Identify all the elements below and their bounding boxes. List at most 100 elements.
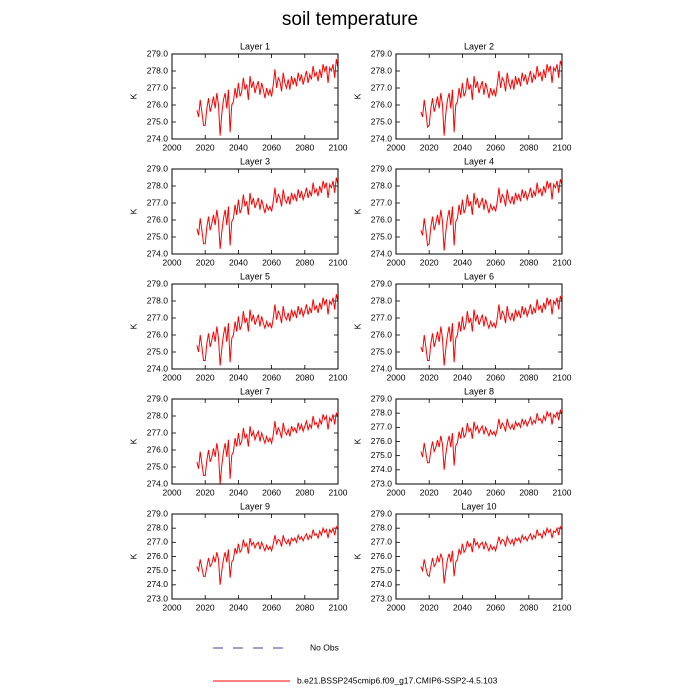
y-axis-label: K	[352, 323, 362, 329]
data-line	[420, 408, 563, 470]
y-tick-label: 277.0	[371, 197, 393, 207]
x-tick-label: 2040	[453, 257, 472, 267]
y-tick-label: 275.0	[371, 231, 393, 241]
panel-title: Layer 2	[464, 41, 494, 51]
x-tick-label: 2040	[229, 602, 248, 612]
y-tick-label: 276.0	[147, 551, 169, 561]
y-tick-label: 278.0	[147, 295, 169, 305]
y-tick-label: 278.0	[371, 65, 393, 75]
y-tick-label: 279.0	[371, 393, 393, 403]
y-tick-label: 276.0	[371, 214, 393, 224]
y-tick-label: 274.0	[147, 579, 169, 589]
x-tick-label: 2000	[163, 602, 182, 612]
x-tick-label: 2100	[553, 257, 572, 267]
y-tick-label: 277.0	[147, 82, 169, 92]
x-tick-label: 2060	[262, 257, 281, 267]
y-tick-label: 276.0	[371, 436, 393, 446]
plot-frame	[395, 168, 563, 255]
y-tick-label: 278.0	[371, 522, 393, 532]
legend-label: No Obs	[310, 642, 339, 652]
x-tick-label: 2020	[196, 372, 215, 382]
y-tick-label: 278.0	[371, 295, 393, 305]
y-tick-label: 275.0	[371, 116, 393, 126]
y-tick-label: 274.0	[147, 133, 169, 143]
y-tick-label: 279.0	[371, 508, 393, 518]
y-tick-label: 279.0	[147, 508, 169, 518]
x-tick-label: 2040	[453, 372, 472, 382]
x-tick-label: 2080	[519, 257, 538, 267]
plot-frame	[171, 53, 339, 140]
x-tick-label: 2000	[163, 257, 182, 267]
y-axis-label: K	[352, 93, 362, 99]
x-tick-label: 2000	[387, 372, 406, 382]
x-tick-label: 2060	[486, 602, 505, 612]
x-tick-label: 2100	[553, 602, 572, 612]
plot-frame	[171, 168, 339, 255]
x-tick-label: 2060	[262, 372, 281, 382]
y-tick-label: 273.0	[371, 593, 393, 603]
data-line	[196, 294, 339, 366]
y-tick-label: 274.0	[371, 363, 393, 373]
y-tick-label: 279.0	[371, 48, 393, 58]
y-tick-label: 273.0	[147, 593, 169, 603]
x-tick-label: 2100	[553, 372, 572, 382]
y-axis-label: K	[128, 208, 138, 214]
y-tick-label: 275.0	[147, 231, 169, 241]
plot-frame	[395, 398, 563, 485]
panel-title: Layer 6	[464, 271, 494, 281]
y-axis-label: K	[352, 553, 362, 559]
y-tick-label: 278.0	[147, 410, 169, 420]
x-tick-label: 2100	[329, 602, 348, 612]
data-line	[196, 525, 339, 585]
plot-frame	[171, 513, 339, 600]
x-tick-label: 2020	[196, 602, 215, 612]
x-tick-label: 2080	[519, 487, 538, 497]
plot-frame	[395, 53, 563, 140]
panel-title: Layer 1	[240, 41, 270, 51]
y-tick-label: 277.0	[147, 427, 169, 437]
x-tick-label: 2020	[196, 257, 215, 267]
y-tick-label: 279.0	[371, 163, 393, 173]
plot-frame	[171, 283, 339, 370]
y-tick-label: 274.0	[371, 133, 393, 143]
y-tick-label: 278.0	[371, 407, 393, 417]
panel-title: Layer 10	[461, 501, 496, 511]
panel-title: Layer 9	[240, 501, 270, 511]
y-tick-label: 276.0	[147, 444, 169, 454]
y-tick-label: 273.0	[371, 478, 393, 488]
x-tick-label: 2000	[387, 487, 406, 497]
y-tick-label: 278.0	[147, 180, 169, 190]
x-tick-label: 2040	[453, 487, 472, 497]
y-tick-label: 277.0	[147, 197, 169, 207]
x-tick-label: 2040	[453, 142, 472, 152]
data-line	[196, 59, 339, 136]
y-tick-label: 277.0	[371, 537, 393, 547]
x-tick-label: 2000	[163, 142, 182, 152]
legend-label: b.e21.BSSP245cmip6.f09_g17.CMIP6-SSP2-4.…	[297, 675, 498, 685]
panel-title: Layer 3	[240, 156, 270, 166]
x-tick-label: 2040	[229, 142, 248, 152]
x-tick-label: 2060	[486, 372, 505, 382]
y-tick-label: 279.0	[371, 278, 393, 288]
y-tick-label: 274.0	[147, 248, 169, 258]
y-tick-label: 276.0	[371, 99, 393, 109]
y-tick-label: 276.0	[147, 329, 169, 339]
x-tick-label: 2020	[420, 372, 439, 382]
x-tick-label: 2080	[295, 257, 314, 267]
panel-title: Layer 8	[464, 386, 494, 396]
y-tick-label: 275.0	[147, 346, 169, 356]
plot-frame	[171, 398, 339, 485]
panel-title: Layer 7	[240, 386, 270, 396]
x-tick-label: 2080	[519, 602, 538, 612]
y-tick-label: 276.0	[147, 99, 169, 109]
x-tick-label: 2080	[295, 372, 314, 382]
x-tick-label: 2080	[519, 372, 538, 382]
x-tick-label: 2020	[420, 257, 439, 267]
data-line	[196, 177, 339, 249]
x-tick-label: 2020	[420, 602, 439, 612]
y-tick-label: 275.0	[147, 565, 169, 575]
y-tick-label: 275.0	[371, 346, 393, 356]
x-tick-label: 2100	[329, 487, 348, 497]
